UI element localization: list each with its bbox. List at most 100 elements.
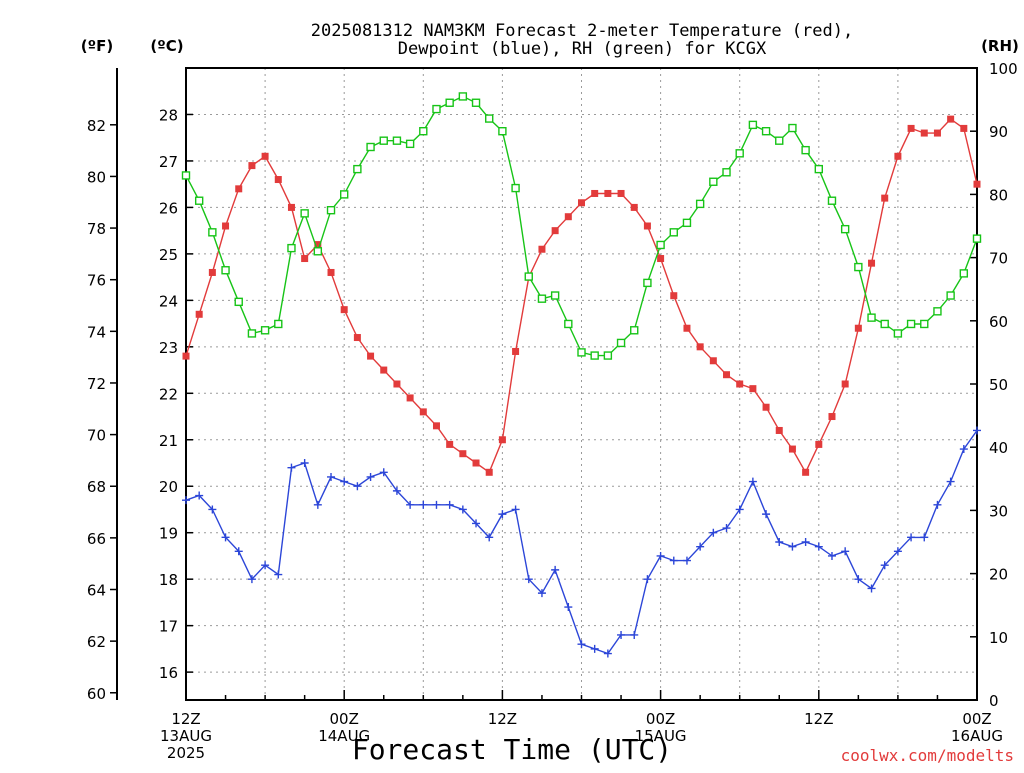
dewpoint-point <box>195 491 204 500</box>
x-tick-label: 2025 <box>167 744 205 762</box>
dewpoint-point <box>959 445 968 454</box>
dewpoint-point <box>696 542 705 551</box>
celsius-tick-label: 28 <box>159 106 178 124</box>
temperature-point <box>327 268 335 276</box>
fahrenheit-tick-label: 78 <box>87 220 106 238</box>
dewpoint-point <box>379 468 388 477</box>
celsius-unit-label: (ºC) <box>150 37 183 55</box>
rh-point <box>221 266 230 275</box>
fahrenheit-unit-label: (ºF) <box>81 37 113 55</box>
rh-point <box>313 247 323 256</box>
x-tick-label: 00Z <box>646 710 675 728</box>
rh-point <box>564 319 573 329</box>
x-tick-label: 16AUG <box>951 727 1003 745</box>
temperature-point <box>683 324 691 332</box>
temperature-point <box>643 222 651 230</box>
dewpoint-point <box>577 640 586 649</box>
rh-tick-label: 90 <box>989 123 1008 141</box>
celsius-tick-label: 18 <box>159 571 178 589</box>
temperature-point <box>261 152 269 160</box>
x-tick-label: 00Z <box>330 710 359 728</box>
rh-point <box>274 319 283 329</box>
rh-point <box>722 168 731 177</box>
dewpoint-point <box>814 542 823 551</box>
dewpoint-point <box>669 556 678 565</box>
temperature-point <box>248 162 256 170</box>
grid-layer <box>186 68 977 700</box>
temperature-point <box>828 413 836 421</box>
rh-point <box>695 199 705 209</box>
rh-point <box>181 171 191 180</box>
dewpoint-point <box>762 510 771 519</box>
text-layer: 2025081312 NAM3KM Forecast 2-meter Tempe… <box>81 21 1019 766</box>
rh-point <box>577 348 586 357</box>
rh-point <box>643 278 652 288</box>
dewpoint-point <box>893 547 902 556</box>
rh-tick-label: 10 <box>989 629 1008 647</box>
dewpoint-point <box>801 538 810 546</box>
fahrenheit-tick-label: 80 <box>87 168 106 186</box>
rh-point <box>906 319 916 329</box>
temperature-point <box>512 347 520 355</box>
x-tick-label: 12Z <box>171 710 200 728</box>
x-tick-label: 12Z <box>804 710 833 728</box>
rh-point <box>498 126 507 136</box>
temperature-point <box>736 380 744 388</box>
dewpoint-point <box>603 649 612 658</box>
rh-point <box>287 243 296 253</box>
rh-point <box>405 139 415 149</box>
dewpoint-point <box>551 565 560 574</box>
x-tick-label: 13AUG <box>160 727 212 745</box>
rh-point <box>669 228 678 237</box>
temperature-point <box>907 124 915 132</box>
rh-tick-label: 60 <box>989 313 1008 331</box>
temperature-point <box>894 152 902 160</box>
rh-point <box>788 123 797 133</box>
temperature-point <box>933 129 941 137</box>
rh-point <box>366 142 375 152</box>
dewpoint-point <box>392 486 401 495</box>
rh-tick-label: 100 <box>989 60 1018 78</box>
dewpoint-point <box>340 477 349 486</box>
fahrenheit-tick-label: 74 <box>87 323 106 341</box>
dewpoint-point <box>867 584 876 593</box>
rh-point <box>326 205 336 215</box>
dewpoint-point <box>498 510 507 519</box>
dewpoint-point <box>366 472 375 481</box>
dewpoint-point <box>920 533 929 542</box>
series-layer <box>181 92 982 658</box>
rh-point <box>867 313 876 322</box>
temperature-point <box>287 203 295 211</box>
rh-point <box>445 98 454 107</box>
fahrenheit-tick-label: 64 <box>87 582 106 600</box>
fahrenheit-tick-label: 60 <box>87 685 106 703</box>
celsius-tick-label: 27 <box>159 153 178 171</box>
temperature-point <box>723 371 731 379</box>
temperature-point <box>380 366 388 374</box>
rh-point <box>260 326 270 335</box>
credit-text: coolwx.com/modelts <box>841 746 1014 765</box>
temperature-point <box>973 180 981 188</box>
dewpoint-point <box>656 551 665 560</box>
rh-point <box>814 164 823 174</box>
dewpoint-point <box>458 505 467 514</box>
fahrenheit-tick-label: 62 <box>87 633 106 651</box>
temperature-point <box>367 352 375 360</box>
temperature-point <box>762 403 770 411</box>
dewpoint-point <box>907 533 916 542</box>
temperature-point <box>881 194 889 202</box>
rh-point <box>840 224 850 234</box>
dewpoint-point <box>485 533 494 542</box>
celsius-tick-label: 24 <box>159 292 178 310</box>
fahrenheit-tick-label: 66 <box>87 530 106 548</box>
rh-point <box>920 319 929 329</box>
temperature-point <box>301 255 309 263</box>
dewpoint-point <box>524 575 533 584</box>
temperature-point <box>841 380 849 388</box>
fahrenheit-tick-label: 76 <box>87 272 106 290</box>
rh-tick-label: 30 <box>989 502 1008 520</box>
temperature-point <box>195 310 203 318</box>
temperature-point <box>393 380 401 388</box>
temperature-point <box>709 357 717 365</box>
